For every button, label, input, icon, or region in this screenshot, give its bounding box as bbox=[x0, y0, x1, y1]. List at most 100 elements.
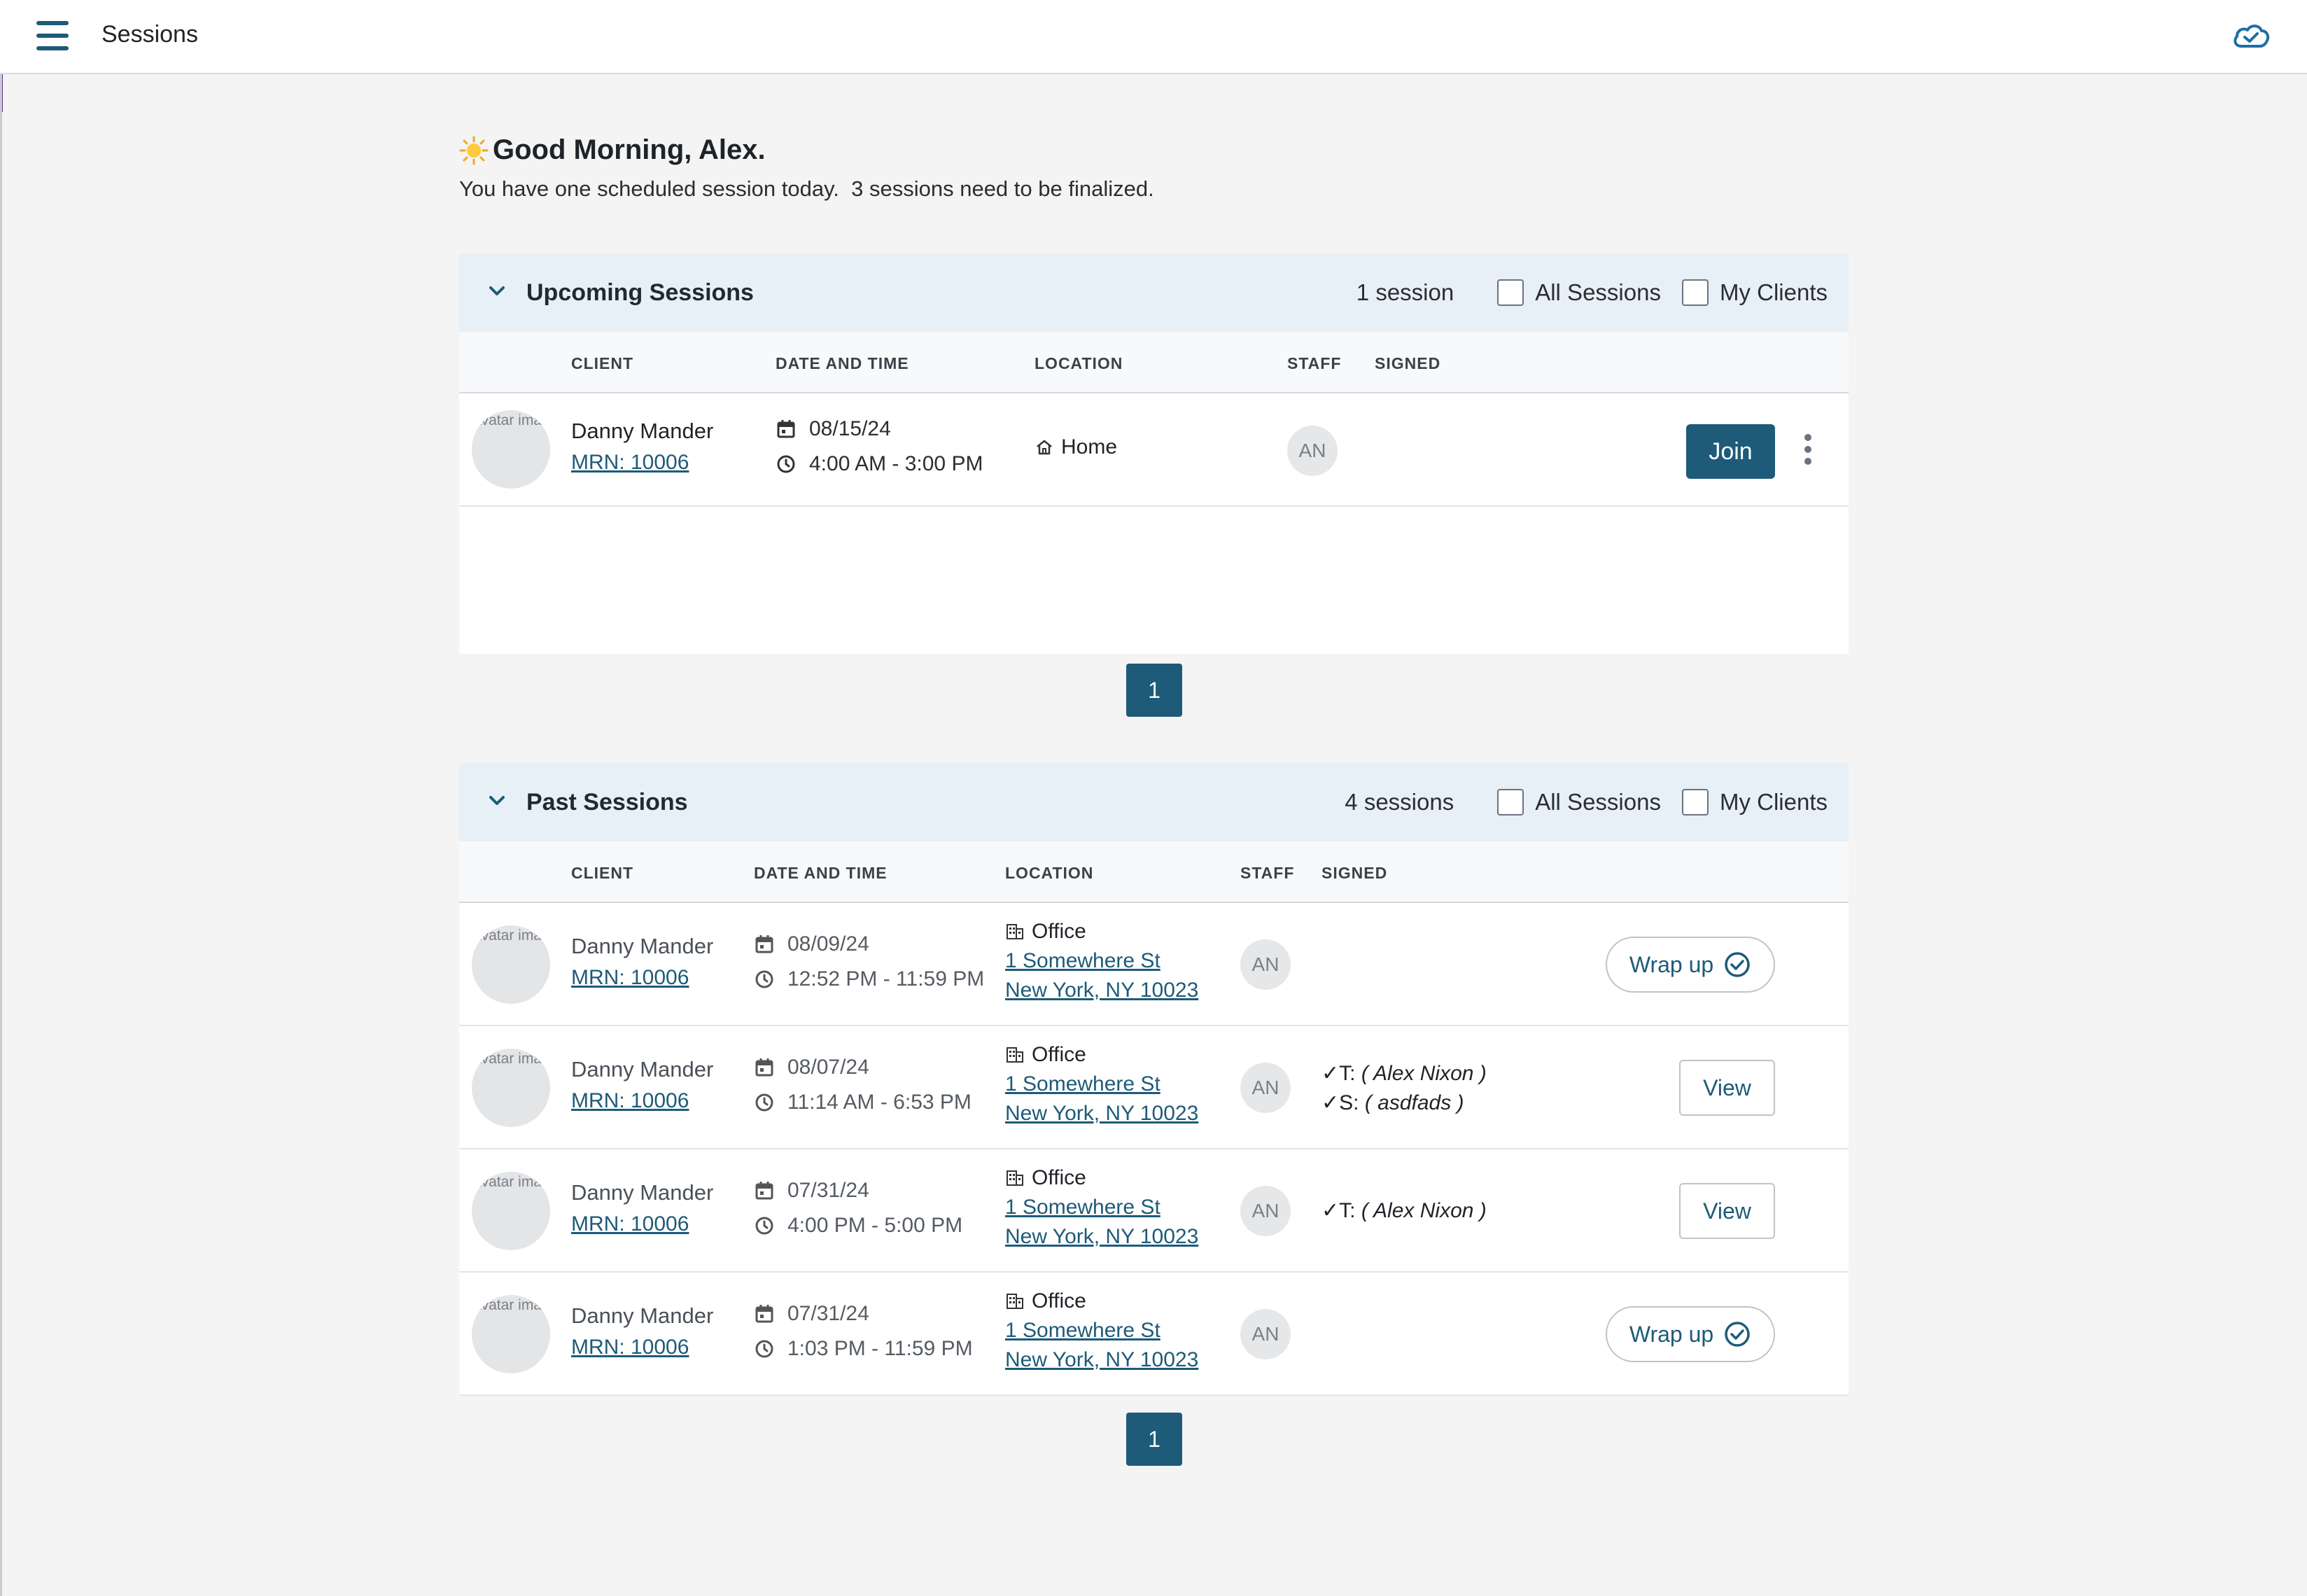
signed-therapist: ✓T: ( Alex Nixon ) bbox=[1321, 1198, 1487, 1223]
signed-supervisor: ✓S: ( asdfads ) bbox=[1321, 1091, 1464, 1115]
date-text: 08/09/24 bbox=[787, 932, 869, 955]
table-row[interactable]: Avatar image for Danny Mander Danny Mand… bbox=[459, 1026, 1849, 1149]
page-title: Sessions bbox=[101, 21, 198, 48]
clock-icon bbox=[755, 1217, 773, 1235]
hamburger-menu-icon[interactable] bbox=[36, 21, 69, 50]
session-date: 08/07/24 bbox=[754, 1056, 869, 1079]
address-line-1-link[interactable]: 1 Somewhere St bbox=[1005, 1319, 1160, 1342]
session-location: Office bbox=[1005, 920, 1086, 944]
building-icon bbox=[1007, 924, 1023, 939]
past-sessions-panel: Past Sessions 4 sessions All Sessions My… bbox=[459, 763, 1849, 1396]
client-name: Danny Mander bbox=[571, 419, 714, 443]
check-circle-icon bbox=[1725, 1322, 1750, 1347]
chevron-down-icon[interactable] bbox=[486, 790, 508, 812]
clock-icon bbox=[777, 455, 795, 473]
greeting-text: Good Morning, Alex. bbox=[493, 134, 766, 165]
table-row[interactable]: Avatar image for Danny Mander Danny Mand… bbox=[459, 903, 1849, 1026]
session-date: 07/31/24 bbox=[754, 1302, 869, 1326]
location-text: Office bbox=[1032, 1166, 1086, 1189]
wrap-up-button[interactable]: Wrap up bbox=[1606, 937, 1775, 993]
mrn-link[interactable]: MRN: 10006 bbox=[571, 1212, 689, 1236]
signed-t-prefix: ✓T: bbox=[1321, 1199, 1356, 1222]
building-icon bbox=[1007, 1047, 1023, 1063]
past-all-sessions-checkbox[interactable]: All Sessions bbox=[1497, 789, 1661, 816]
checkbox-box[interactable] bbox=[1497, 789, 1524, 816]
calendar-icon bbox=[755, 935, 773, 953]
join-button[interactable]: Join bbox=[1686, 424, 1775, 479]
calendar-icon bbox=[777, 420, 795, 438]
upcoming-session-count: 1 session bbox=[1356, 279, 1454, 305]
clock-icon bbox=[755, 1340, 773, 1358]
sun-icon bbox=[459, 136, 489, 164]
staff-badge: AN bbox=[1240, 939, 1291, 990]
table-empty-space bbox=[459, 507, 1849, 654]
date-text: 08/15/24 bbox=[809, 417, 891, 440]
avatar: Avatar image for Danny Mander bbox=[472, 1049, 550, 1127]
upcoming-sessions-title: Upcoming Sessions bbox=[526, 279, 754, 306]
view-button[interactable]: View bbox=[1679, 1183, 1775, 1239]
session-location: Home bbox=[1035, 435, 1117, 459]
staff-badge: AN bbox=[1240, 1186, 1291, 1236]
past-pagination-page-1[interactable]: 1 bbox=[1126, 1413, 1182, 1466]
session-time: 4:00 PM - 5:00 PM bbox=[754, 1214, 962, 1238]
upcoming-pagination-page-1[interactable]: 1 bbox=[1126, 664, 1182, 717]
session-location: Office bbox=[1005, 1289, 1086, 1313]
address-line-2-link[interactable]: New York, NY 10023 bbox=[1005, 1225, 1199, 1248]
mrn-link[interactable]: MRN: 10006 bbox=[571, 966, 689, 989]
mrn-link[interactable]: MRN: 10006 bbox=[571, 1089, 689, 1112]
column-header-client: CLIENT bbox=[571, 354, 634, 372]
building-icon bbox=[1007, 1170, 1023, 1186]
column-header-signed: SIGNED bbox=[1321, 864, 1388, 882]
checkbox-box[interactable] bbox=[1497, 279, 1524, 306]
wrap-up-button[interactable]: Wrap up bbox=[1606, 1306, 1775, 1362]
past-sessions-header: Past Sessions 4 sessions All Sessions My… bbox=[459, 763, 1849, 841]
signed-t-name: ( Alex Nixon ) bbox=[1361, 1199, 1487, 1222]
address-line-2-link[interactable]: New York, NY 10023 bbox=[1005, 1102, 1199, 1125]
address-line-1-link[interactable]: 1 Somewhere St bbox=[1005, 1196, 1160, 1219]
greeting-summary: You have one scheduled session today. 3 … bbox=[459, 176, 1154, 201]
upcoming-column-headers: CLIENT DATE AND TIME LOCATION STAFF SIGN… bbox=[459, 332, 1849, 393]
location-text: Office bbox=[1032, 920, 1086, 943]
cloud-check-icon[interactable] bbox=[2231, 20, 2271, 52]
checkbox-label: All Sessions bbox=[1535, 279, 1661, 305]
location-text: Home bbox=[1061, 435, 1118, 458]
mrn-link[interactable]: MRN: 10006 bbox=[571, 451, 689, 474]
session-time: 12:52 PM - 11:59 PM bbox=[754, 967, 984, 991]
signed-therapist: ✓T: ( Alex Nixon ) bbox=[1321, 1061, 1487, 1086]
session-time: 11:14 AM - 6:53 PM bbox=[754, 1091, 972, 1114]
past-my-clients-checkbox[interactable]: My Clients bbox=[1681, 789, 1828, 816]
upcoming-my-clients-checkbox[interactable]: My Clients bbox=[1681, 279, 1828, 306]
staff-badge: AN bbox=[1240, 1309, 1291, 1359]
column-header-date-time: DATE AND TIME bbox=[754, 864, 888, 882]
upcoming-sessions-header: Upcoming Sessions 1 session All Sessions… bbox=[459, 253, 1849, 332]
address-line-1-link[interactable]: 1 Somewhere St bbox=[1005, 949, 1160, 972]
time-text: 1:03 PM - 11:59 PM bbox=[787, 1337, 973, 1360]
avatar: Avatar image for Danny Mander bbox=[472, 1172, 550, 1250]
mrn-link[interactable]: MRN: 10006 bbox=[571, 1336, 689, 1359]
view-button[interactable]: View bbox=[1679, 1060, 1775, 1116]
column-header-staff: STAFF bbox=[1240, 864, 1295, 882]
client-name: Danny Mander bbox=[571, 1303, 714, 1328]
table-row[interactable]: Avatar image for Danny Mander Danny Mand… bbox=[459, 1273, 1849, 1396]
address-line-1-link[interactable]: 1 Somewhere St bbox=[1005, 1072, 1160, 1096]
address-line-2-link[interactable]: New York, NY 10023 bbox=[1005, 979, 1199, 1002]
signed-t-name: ( Alex Nixon ) bbox=[1361, 1062, 1487, 1085]
checkbox-label: My Clients bbox=[1719, 789, 1828, 815]
client-name: Danny Mander bbox=[571, 934, 714, 958]
greeting-heading: Good Morning, Alex. bbox=[459, 134, 766, 166]
time-text: 11:14 AM - 6:53 PM bbox=[787, 1091, 972, 1114]
session-location: Office bbox=[1005, 1166, 1086, 1190]
column-header-signed: SIGNED bbox=[1375, 354, 1441, 372]
location-text: Office bbox=[1032, 1289, 1086, 1312]
date-text: 08/07/24 bbox=[787, 1056, 869, 1079]
checkbox-box[interactable] bbox=[1681, 279, 1709, 306]
more-vertical-icon[interactable] bbox=[1804, 434, 1813, 466]
table-row[interactable]: Avatar image for Danny Mander Danny Mand… bbox=[459, 1149, 1849, 1273]
chevron-down-icon[interactable] bbox=[486, 280, 508, 302]
upcoming-all-sessions-checkbox[interactable]: All Sessions bbox=[1497, 279, 1661, 306]
date-text: 07/31/24 bbox=[787, 1302, 869, 1325]
checkbox-box[interactable] bbox=[1681, 789, 1709, 816]
clock-icon bbox=[755, 970, 773, 988]
table-row[interactable]: Avatar image for Danny Mander Danny Mand… bbox=[459, 393, 1849, 507]
address-line-2-link[interactable]: New York, NY 10023 bbox=[1005, 1348, 1199, 1371]
